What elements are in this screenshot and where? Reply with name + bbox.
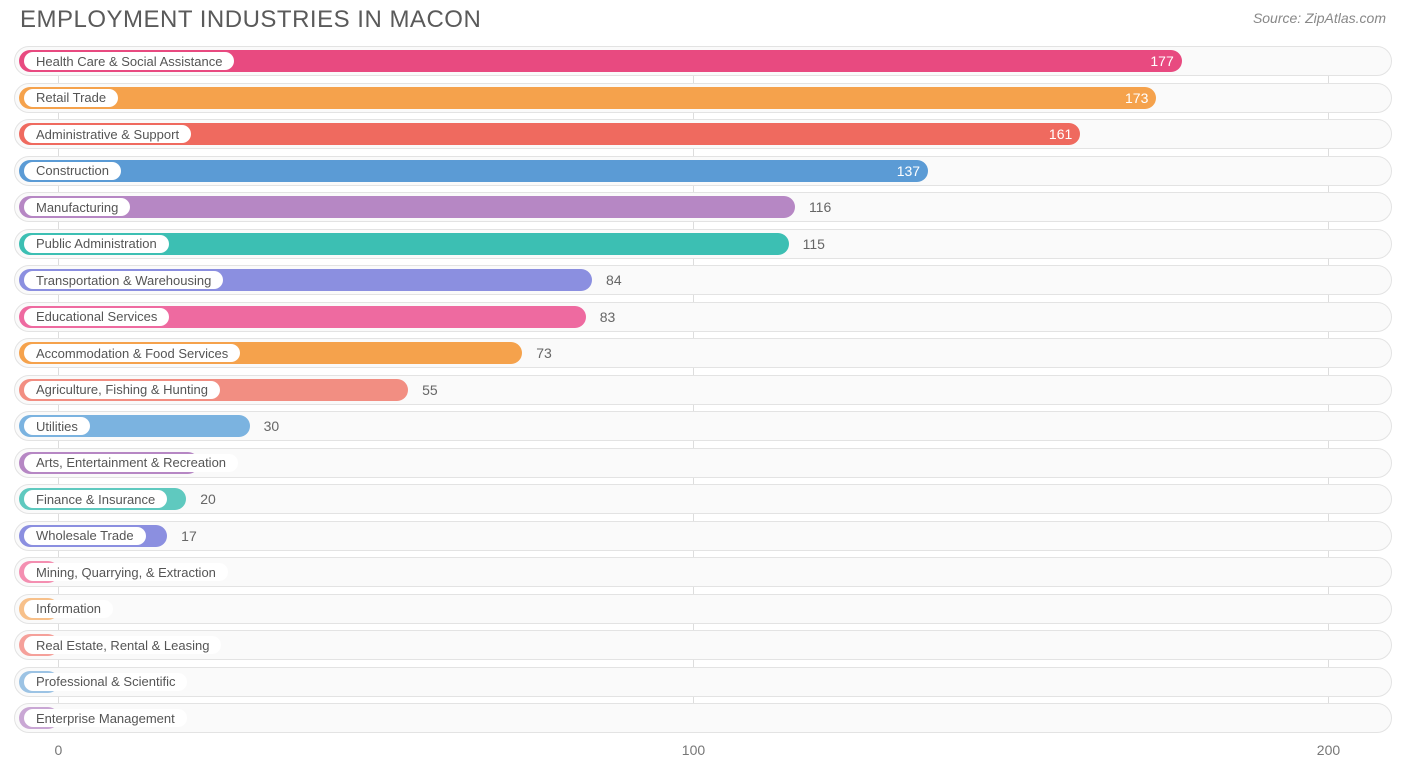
bar-label: Retail Trade (24, 89, 118, 107)
bar-value: 30 (256, 415, 288, 437)
bar-value: 137 (889, 160, 928, 182)
bar-label: Construction (24, 162, 121, 180)
bar-row: 0Enterprise Management (14, 703, 1392, 733)
bar-label: Educational Services (24, 308, 169, 326)
bar-value: 17 (173, 525, 205, 547)
bar-row: 0Mining, Quarrying, & Extraction (14, 557, 1392, 587)
bar: 116 (19, 196, 795, 218)
bar-label: Utilities (24, 417, 90, 435)
bar-row: 22Arts, Entertainment & Recreation (14, 448, 1392, 478)
bar-value: 73 (528, 342, 560, 364)
bar-row: 84 Transportation & Warehousing (14, 265, 1392, 295)
bar-label: Arts, Entertainment & Recreation (24, 454, 238, 472)
bar-row: 177 Health Care & Social Assistance (14, 46, 1392, 76)
bar-row: 73 Accommodation & Food Services (14, 338, 1392, 368)
bar-row: 83 Educational Services (14, 302, 1392, 332)
bar-row: 0Information (14, 594, 1392, 624)
chart-source: Source: ZipAtlas.com (1253, 6, 1386, 26)
bar-label: Enterprise Management (24, 709, 187, 727)
bar-label: Agriculture, Fishing & Hunting (24, 381, 220, 399)
chart-header: EMPLOYMENT INDUSTRIES IN MACON Source: Z… (0, 0, 1406, 38)
bar-value: 116 (801, 196, 839, 218)
bar-label: Professional & Scientific (24, 673, 187, 691)
bar-label: Administrative & Support (24, 125, 191, 143)
bar-label: Accommodation & Food Services (24, 344, 240, 362)
bar-row: 0Professional & Scientific (14, 667, 1392, 697)
bar-label: Information (24, 600, 113, 618)
bar-value: 84 (598, 269, 630, 291)
bar-value: 177 (1142, 50, 1181, 72)
bar-label: Real Estate, Rental & Leasing (24, 636, 221, 654)
bar-label: Mining, Quarrying, & Extraction (24, 563, 228, 581)
bar-row: 116Manufacturing (14, 192, 1392, 222)
chart-title: EMPLOYMENT INDUSTRIES IN MACON (20, 6, 481, 34)
bar-label: Finance & Insurance (24, 490, 167, 508)
bar-row: 55 Agriculture, Fishing & Hunting (14, 375, 1392, 405)
bar-value: 20 (192, 488, 224, 510)
chart-area: 177 Health Care & Social Assistance 173 Ret… (14, 46, 1392, 764)
x-axis-tick: 100 (682, 742, 705, 758)
bar-label: Manufacturing (24, 198, 130, 216)
x-axis-tick: 0 (55, 742, 63, 758)
bar-value: 173 (1117, 87, 1156, 109)
bar-label: Public Administration (24, 235, 169, 253)
bar-row: 17 Wholesale Trade (14, 521, 1392, 551)
bar-row: 137 Construction (14, 156, 1392, 186)
bar-row: 20 Finance & Insurance (14, 484, 1392, 514)
bar-row: 161 Administrative & Support (14, 119, 1392, 149)
bar-value: 161 (1041, 123, 1080, 145)
bar: 173 (19, 87, 1156, 109)
x-axis-tick: 200 (1317, 742, 1340, 758)
bar-value: 83 (592, 306, 624, 328)
bar-row: 30 Utilities (14, 411, 1392, 441)
bar-label: Wholesale Trade (24, 527, 146, 545)
bar-label: Transportation & Warehousing (24, 271, 223, 289)
bar-row: 173 Retail Trade (14, 83, 1392, 113)
bar-row: 115 Public Administration (14, 229, 1392, 259)
bar-value: 115 (795, 233, 833, 255)
chart-rows: 177 Health Care & Social Assistance 173 Ret… (14, 46, 1392, 733)
bar-label: Health Care & Social Assistance (24, 52, 234, 70)
x-axis: 0 100 200 (14, 740, 1392, 764)
bar: 137 (19, 160, 928, 182)
bar-value: 55 (414, 379, 446, 401)
bar-row: 0Real Estate, Rental & Leasing (14, 630, 1392, 660)
